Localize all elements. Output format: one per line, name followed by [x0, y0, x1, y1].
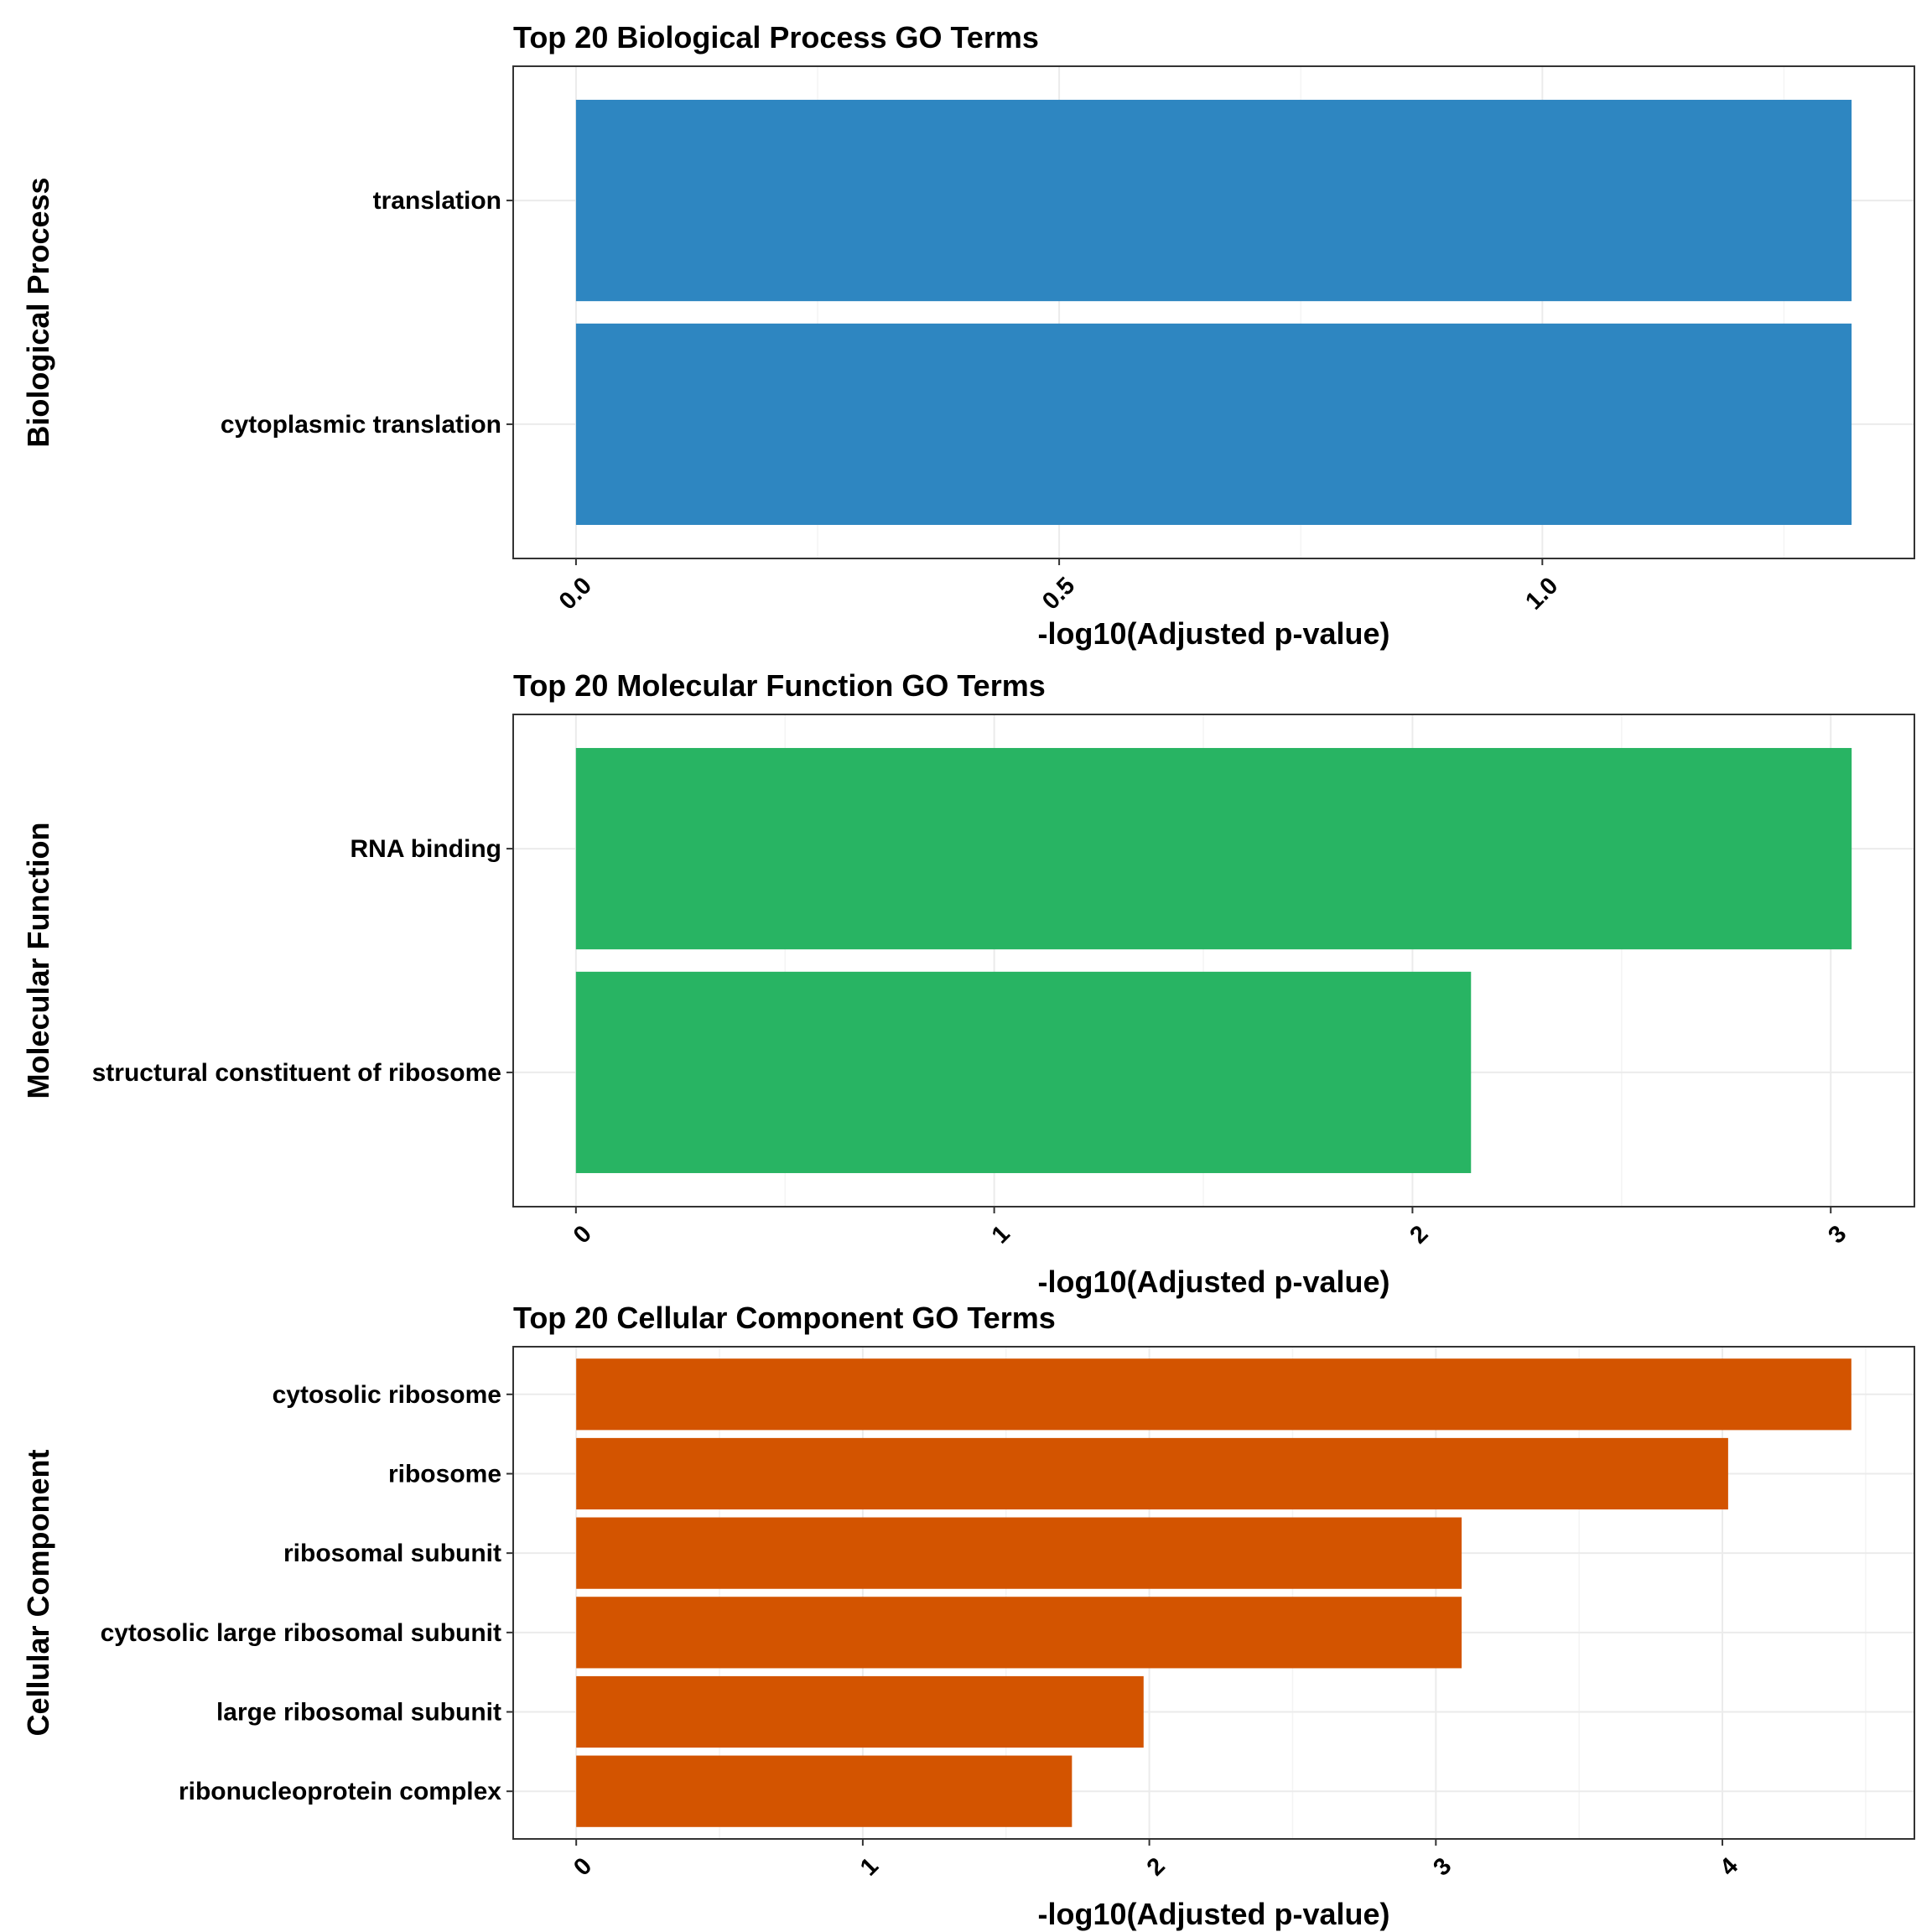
- x-axis-label: -log10(Adjusted p-value): [1037, 1897, 1389, 1931]
- category-label: large ribosomal subunit: [216, 1699, 501, 1727]
- x-tick-label: 3: [1823, 1220, 1852, 1249]
- x-tick-label: 0: [569, 1852, 597, 1881]
- x-tick-label: 0: [569, 1220, 597, 1249]
- chart-title: Top 20 Molecular Function GO Terms: [513, 668, 1046, 703]
- x-axis-label: -log10(Adjusted p-value): [1037, 1265, 1389, 1299]
- x-tick-label: 4: [1715, 1852, 1743, 1881]
- y-axis-label: Molecular Function: [21, 822, 55, 1098]
- y-axis-label: Cellular Component: [21, 1449, 55, 1736]
- bar-cytoplasmic-translation: [575, 323, 1852, 525]
- plot-frame: [512, 1346, 1915, 1840]
- bar-ribosome: [576, 1437, 1728, 1510]
- chart-panel-1: translation cytoplasmic translation 0.0 0.5…: [21, 20, 1915, 651]
- category-label: ribosome: [388, 1460, 501, 1488]
- chart-panel-3: cytosolic ribosome ribosome ribosomal subu…: [21, 1301, 1915, 1931]
- bar-structural-constituent-of-ribosome: [575, 971, 1472, 1173]
- category-label: cytoplasmic translation: [221, 411, 501, 439]
- bar-cytosolic-large-ribosomal-subunit: [576, 1597, 1462, 1669]
- category-label: ribosomal subunit: [283, 1540, 501, 1567]
- chart-panels: translation cytoplasmic translation 0.0 0.5…: [21, 20, 1915, 1931]
- x-tick-label: 1: [855, 1852, 884, 1881]
- x-tick-label: 0.0: [554, 572, 597, 615]
- category-label: RNA binding: [350, 835, 501, 863]
- category-label: translation: [373, 187, 501, 215]
- category-label: cytosolic large ribosomal subunit: [101, 1619, 501, 1647]
- bar-ribosomal-subunit: [576, 1517, 1462, 1589]
- chart-title: Top 20 Cellular Component GO Terms: [513, 1301, 1056, 1335]
- bar-translation: [575, 100, 1852, 302]
- x-tick-label: 1.0: [1520, 572, 1563, 615]
- x-tick-label: 2: [1405, 1220, 1433, 1249]
- category-label: structural constituent of ribosome: [92, 1059, 501, 1087]
- x-tick-label: 3: [1428, 1852, 1457, 1881]
- category-label: cytosolic ribosome: [273, 1381, 501, 1409]
- x-tick-label: 2: [1142, 1852, 1171, 1881]
- chart-title: Top 20 Biological Process GO Terms: [513, 20, 1039, 55]
- chart-panel-2: RNA binding structural constituent of rib…: [21, 668, 1915, 1299]
- category-label: ribonucleoprotein complex: [179, 1778, 501, 1805]
- x-tick-label: 1: [987, 1220, 1015, 1249]
- bar-ribonucleoprotein-complex: [576, 1755, 1072, 1827]
- x-tick-label: 0.5: [1037, 572, 1080, 615]
- x-axis-label: -log10(Adjusted p-value): [1037, 616, 1389, 651]
- bar-cytosolic-ribosome: [576, 1358, 1852, 1431]
- bar-rna-binding: [575, 748, 1852, 950]
- bar-large-ribosomal-subunit: [576, 1675, 1144, 1748]
- y-axis-label: Biological Process: [21, 177, 55, 447]
- plot-frame: [512, 714, 1915, 1208]
- plot-frame: [512, 65, 1915, 559]
